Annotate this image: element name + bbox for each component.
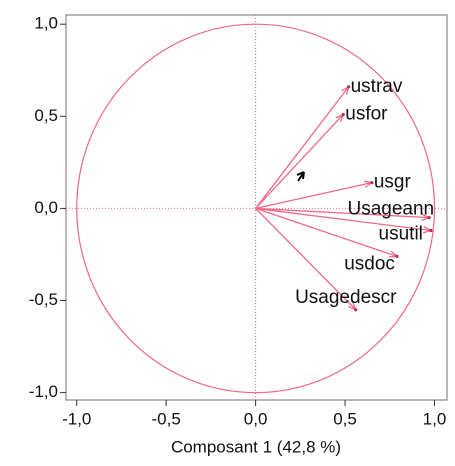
y-tick-label: -1,0 <box>29 382 58 401</box>
vector-tip <box>429 228 433 233</box>
vector-tip <box>341 112 345 117</box>
vector-label: usfor <box>345 103 388 124</box>
vector-label: Usageann <box>347 199 434 220</box>
vector-tip <box>427 216 431 220</box>
vector-tip <box>347 85 351 89</box>
x-tick-label: 0,0 <box>244 409 268 428</box>
vector-tip <box>354 308 358 312</box>
vector-label: usdoc <box>344 253 395 274</box>
x-tick-label: -0,5 <box>152 409 181 428</box>
loading-vector <box>255 113 344 209</box>
y-tick-label: 1,0 <box>34 14 58 33</box>
y-tick-label: 0,5 <box>34 106 58 125</box>
loading-vector <box>255 86 350 209</box>
vector-tip <box>370 181 374 185</box>
vector-label: usgr <box>374 172 412 193</box>
x-axis-label: Composant 1 (42,8 %) <box>171 437 341 456</box>
vector-label: usutil <box>379 224 423 245</box>
y-tick-label: 0,0 <box>34 198 58 217</box>
cursor <box>296 171 305 182</box>
plot-frame <box>65 14 448 401</box>
vector-label: Usagedescr <box>295 287 397 308</box>
x-tick-label: 0,5 <box>333 409 357 428</box>
vector-label: ustrav <box>351 76 403 97</box>
y-tick-label: -0,5 <box>29 290 58 309</box>
vector-tip <box>395 254 399 258</box>
x-tick-label: -1,0 <box>62 409 91 428</box>
x-tick-label: 1,0 <box>423 409 447 428</box>
